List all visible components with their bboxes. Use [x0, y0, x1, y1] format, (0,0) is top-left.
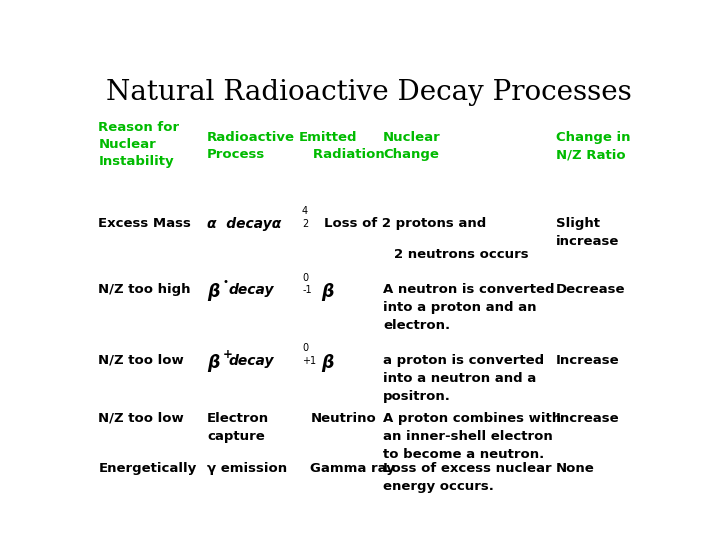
Text: Slight
increase: Slight increase [556, 217, 619, 247]
Text: Change in
N/Z Ratio: Change in N/Z Ratio [556, 131, 631, 161]
Text: A proton combines with
an inner-shell electron
to become a neutron.: A proton combines with an inner-shell el… [383, 412, 561, 461]
Text: Increase: Increase [556, 412, 619, 425]
Text: 0: 0 [302, 343, 308, 353]
Text: Gamma ray: Gamma ray [310, 462, 395, 475]
Text: β: β [322, 354, 334, 372]
Text: β: β [207, 354, 220, 372]
Text: decay: decay [228, 354, 274, 368]
Text: N/Z too low: N/Z too low [99, 412, 184, 425]
Text: Reason for
Nuclear
Instability: Reason for Nuclear Instability [99, 121, 179, 168]
Text: Loss of excess nuclear
energy occurs.: Loss of excess nuclear energy occurs. [383, 462, 552, 493]
Text: γ emission: γ emission [207, 462, 287, 475]
Text: Emitted
   Radiation: Emitted Radiation [300, 131, 385, 161]
Text: -1: -1 [302, 285, 312, 295]
Text: Excess Mass: Excess Mass [99, 217, 192, 230]
Text: N/Z too high: N/Z too high [99, 283, 191, 296]
Text: Natural Radioactive Decay Processes: Natural Radioactive Decay Processes [106, 79, 632, 106]
Text: decay: decay [228, 283, 274, 297]
Text: None: None [556, 462, 595, 475]
Text: +1: +1 [302, 356, 316, 366]
Text: 2: 2 [302, 219, 308, 228]
Text: Electron
capture: Electron capture [207, 412, 269, 443]
Text: β: β [322, 283, 334, 301]
Text: Loss of 2 protons and: Loss of 2 protons and [324, 217, 487, 230]
Text: Increase: Increase [556, 354, 619, 367]
Text: N/Z too low: N/Z too low [99, 354, 184, 367]
Text: 2 neutrons occurs: 2 neutrons occurs [394, 248, 528, 261]
Text: Radioactive
Process: Radioactive Process [207, 131, 295, 161]
Text: 0: 0 [302, 273, 308, 283]
Text: Neutrino: Neutrino [310, 412, 376, 425]
Text: Energetically: Energetically [99, 462, 197, 475]
Text: a proton is converted
into a neutron and a
positron.: a proton is converted into a neutron and… [383, 354, 544, 403]
Text: β: β [207, 283, 220, 301]
Text: •: • [222, 277, 229, 287]
Text: 4: 4 [302, 206, 308, 216]
Text: +: + [222, 348, 233, 361]
Text: α  decayα: α decayα [207, 217, 282, 231]
Text: A neutron is converted
into a proton and an
electron.: A neutron is converted into a proton and… [383, 283, 554, 332]
Text: Nuclear
Change: Nuclear Change [383, 131, 441, 161]
Text: Decrease: Decrease [556, 283, 626, 296]
